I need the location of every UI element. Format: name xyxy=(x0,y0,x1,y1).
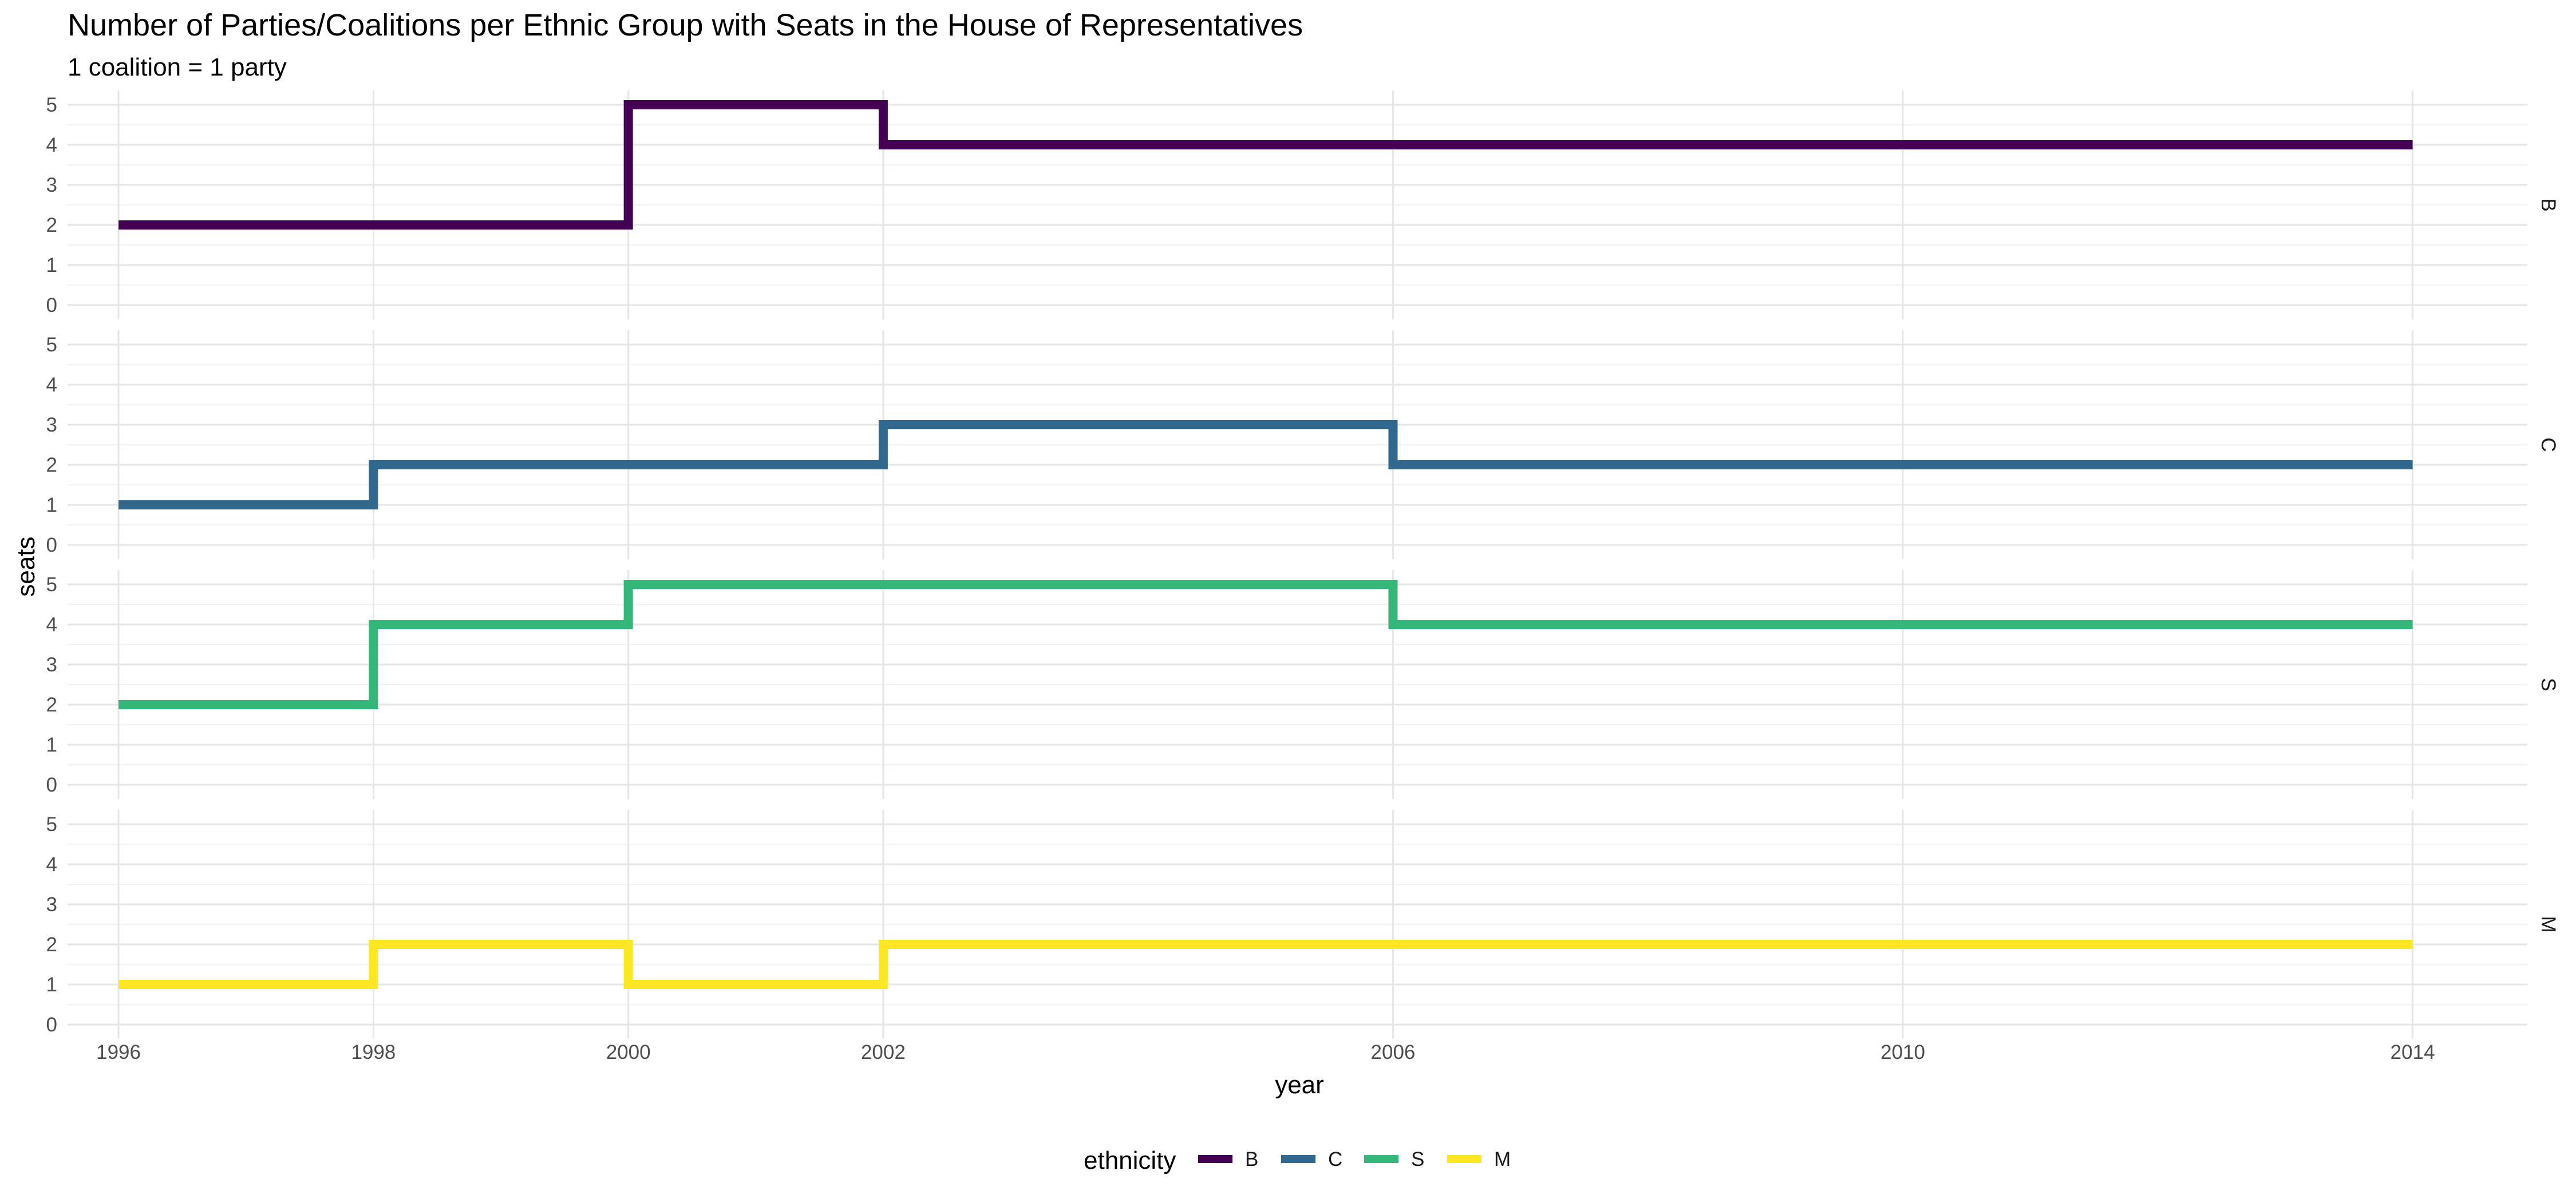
y-tick-label: 2 xyxy=(46,454,57,476)
facet-panels: 0 1 2 3 4 5 B 0 1 2 3 4 5 C 0 1 2 3 4 5 S 0 1 2 3 4 5 M xyxy=(46,90,2559,1039)
legend: ethnicity B C S M xyxy=(1084,1146,1511,1175)
legend-label-S: S xyxy=(1411,1148,1424,1171)
legend-label-M: M xyxy=(1494,1148,1511,1171)
y-axis-title: seats xyxy=(12,536,40,596)
y-tick-label: 0 xyxy=(46,294,57,317)
facet-panel-S: 0 1 2 3 4 5 S xyxy=(46,570,2559,799)
y-tick-label: 0 xyxy=(46,534,57,556)
x-tick-label: 1996 xyxy=(96,1041,141,1063)
y-tick-label: 4 xyxy=(46,134,57,156)
facet-panel-C: 0 1 2 3 4 5 C xyxy=(46,330,2559,559)
y-tick-label: 1 xyxy=(46,254,57,276)
y-tick-label: 2 xyxy=(46,934,57,956)
legend-label-C: C xyxy=(1328,1148,1342,1171)
chart-subtitle: 1 coalition = 1 party xyxy=(68,53,287,81)
y-tick-label: 0 xyxy=(46,1014,57,1036)
series-line-B xyxy=(118,100,2413,230)
chart-title: Number of Parties/Coalitions per Ethnic … xyxy=(68,8,1303,42)
y-tick-label: 3 xyxy=(46,654,57,676)
y-tick-label: 5 xyxy=(46,574,57,596)
series-line-C xyxy=(118,420,2413,509)
series-line-M xyxy=(118,940,2413,989)
y-tick-label: 0 xyxy=(46,774,57,796)
facet-panel-B: 0 1 2 3 4 5 B xyxy=(46,90,2559,319)
facet-panel-M: 0 1 2 3 4 5 M xyxy=(46,810,2559,1039)
x-tick-label: 2010 xyxy=(1880,1041,1925,1063)
x-tick-label: 2000 xyxy=(606,1041,651,1063)
y-tick-label: 3 xyxy=(46,174,57,196)
y-tick-label: 3 xyxy=(46,414,57,436)
y-tick-label: 1 xyxy=(46,974,57,996)
y-tick-label: 2 xyxy=(46,214,57,236)
y-tick-label: 1 xyxy=(46,734,57,756)
facet-strip-label: M xyxy=(2537,916,2559,932)
y-tick-label: 1 xyxy=(46,494,57,516)
x-tick-label: 1998 xyxy=(351,1041,396,1063)
y-tick-label: 5 xyxy=(46,813,57,836)
x-axis-ticks: 1996 1998 2000 2002 2006 2010 2014 xyxy=(96,1041,2435,1063)
series-line-S xyxy=(118,580,2413,709)
x-tick-label: 2002 xyxy=(861,1041,906,1063)
y-tick-label: 3 xyxy=(46,893,57,916)
legend-label-B: B xyxy=(1245,1148,1258,1171)
facet-strip-label: C xyxy=(2537,437,2559,452)
facet-strip-label: B xyxy=(2537,198,2559,211)
y-tick-label: 2 xyxy=(46,694,57,716)
y-tick-label: 4 xyxy=(46,374,57,396)
facet-strip-label: S xyxy=(2537,678,2559,691)
x-tick-label: 2006 xyxy=(1371,1041,1416,1063)
x-axis-title: year xyxy=(1275,1071,1324,1099)
y-tick-label: 5 xyxy=(46,94,57,116)
x-tick-label: 2014 xyxy=(2391,1041,2435,1063)
legend-title: ethnicity xyxy=(1084,1146,1176,1175)
y-tick-label: 4 xyxy=(46,614,57,636)
y-tick-label: 4 xyxy=(46,853,57,876)
y-tick-label: 5 xyxy=(46,334,57,356)
